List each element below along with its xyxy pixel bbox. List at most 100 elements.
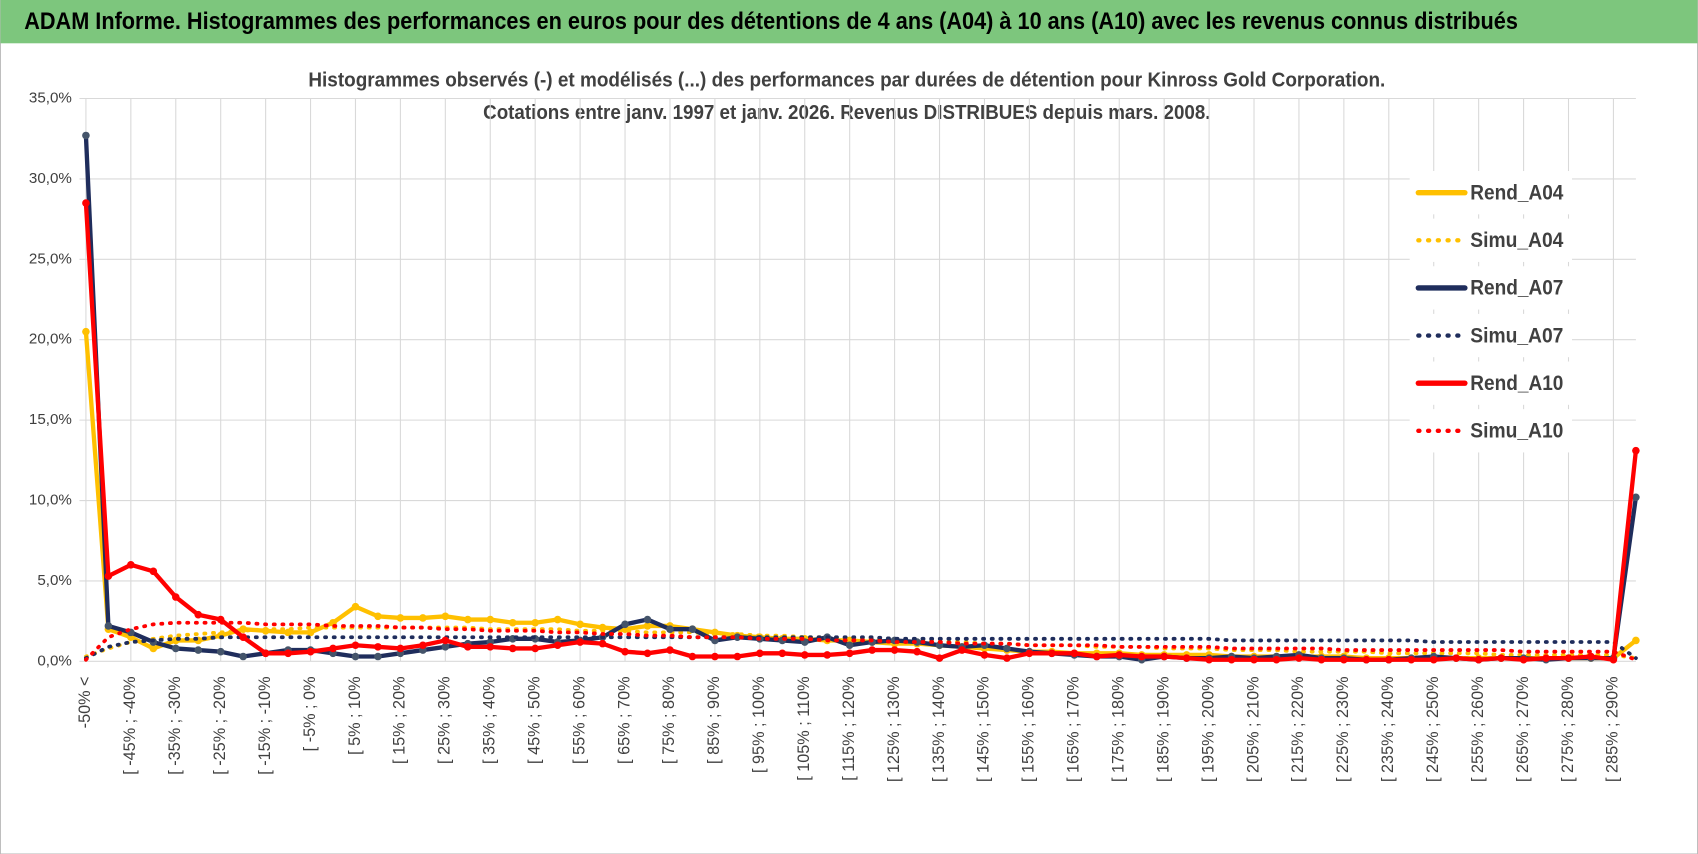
point <box>666 646 674 654</box>
point <box>756 649 764 658</box>
y-tick-label: 10,0% <box>29 492 72 509</box>
point <box>216 647 225 656</box>
point <box>1048 649 1056 658</box>
x-tick-label: [ 85% ; 90% <box>705 676 723 763</box>
point <box>643 615 652 624</box>
point <box>1587 652 1595 661</box>
point <box>1632 446 1640 455</box>
point <box>621 647 629 656</box>
point <box>733 652 742 661</box>
point <box>531 644 539 653</box>
y-tick-label: 15,0% <box>29 411 72 428</box>
point <box>441 636 450 645</box>
point <box>1474 655 1483 664</box>
x-tick-label: [ 265% ; 270% <box>1514 676 1532 782</box>
x-tick-label: [ 205% ; 210% <box>1244 676 1262 782</box>
point <box>508 644 517 653</box>
x-tick-label: [ 115% ; 120% <box>840 676 858 780</box>
point <box>621 620 629 629</box>
point <box>1632 636 1640 645</box>
point <box>1205 655 1213 664</box>
point <box>419 641 427 650</box>
point <box>980 651 989 659</box>
page-title: ADAM Informe. Histogrammes des performan… <box>24 8 1518 35</box>
point <box>1003 644 1011 653</box>
y-tick-label: 30,0% <box>29 170 72 187</box>
point <box>688 652 697 661</box>
x-tick-label: [ 145% ; 150% <box>975 676 993 782</box>
x-tick-label: [ 65% ; 70% <box>615 676 633 763</box>
x-tick-label: [ 45% ; 50% <box>525 676 543 763</box>
point <box>576 620 584 629</box>
y-tick-label: 25,0% <box>29 250 72 267</box>
point <box>149 567 158 576</box>
point <box>553 615 562 624</box>
point <box>531 618 539 627</box>
legend-label: Rend_A07 <box>1470 275 1563 300</box>
point <box>868 646 876 654</box>
point <box>194 646 203 654</box>
point <box>643 649 652 658</box>
x-tick-label: [ 175% ; 180% <box>1110 676 1128 782</box>
x-tick-label: [ 5% ; 10% <box>346 676 364 754</box>
point <box>306 628 315 637</box>
point <box>396 644 405 653</box>
point <box>374 652 382 661</box>
point <box>104 572 113 580</box>
chart-title: Histogrammes observés (-) et modélisés (… <box>308 69 1385 92</box>
point <box>82 131 90 140</box>
point <box>643 622 652 630</box>
point <box>82 327 90 336</box>
x-tick-label: [ 15% ; 20% <box>391 676 409 763</box>
point <box>1070 649 1079 658</box>
point <box>1632 493 1640 502</box>
point <box>1564 654 1573 662</box>
point <box>598 639 607 648</box>
point <box>441 643 450 651</box>
x-tick-label: [ -45% ; -40% <box>121 676 139 774</box>
x-tick-label: [ 225% ; 230% <box>1334 676 1352 782</box>
point <box>306 647 315 656</box>
point <box>553 641 562 650</box>
x-tick-label: [ 125% ; 130% <box>885 676 903 782</box>
point <box>688 625 697 633</box>
point <box>171 593 180 601</box>
point <box>1609 655 1618 664</box>
point <box>351 641 360 650</box>
point <box>127 561 135 569</box>
point <box>1542 654 1550 662</box>
point <box>823 651 831 659</box>
point <box>1025 649 1034 658</box>
series-line <box>83 200 1639 662</box>
series-line <box>84 635 1638 661</box>
point <box>464 643 472 651</box>
point <box>913 647 921 656</box>
x-tick-label: [ -5% ; 0% <box>301 676 319 751</box>
point <box>666 625 674 633</box>
point <box>261 649 270 658</box>
point <box>1227 655 1236 664</box>
point <box>171 644 180 653</box>
point <box>1497 654 1505 662</box>
x-tick-label: [ 235% ; 240% <box>1379 676 1397 782</box>
point <box>284 649 292 658</box>
point <box>1407 655 1416 664</box>
point <box>374 612 382 621</box>
point <box>1452 654 1460 662</box>
point <box>1003 654 1011 662</box>
point <box>104 622 113 630</box>
x-tick-label: [ 155% ; 160% <box>1020 676 1038 782</box>
point <box>778 649 787 658</box>
x-tick-label: -50% < <box>76 676 94 728</box>
plot: -50% < [ -45% ; -40% [ -35% ; -30% [ -25% ;… <box>29 89 1640 782</box>
point <box>441 612 450 621</box>
series-line <box>84 620 1638 662</box>
x-tick-label: [ 245% ; 250% <box>1424 676 1442 782</box>
point <box>800 651 809 659</box>
x-tick-label: [ -35% ; -30% <box>166 676 184 774</box>
point <box>149 644 158 653</box>
legend-label: Simu_A10 <box>1470 418 1563 443</box>
point <box>508 618 517 627</box>
point <box>464 615 472 624</box>
